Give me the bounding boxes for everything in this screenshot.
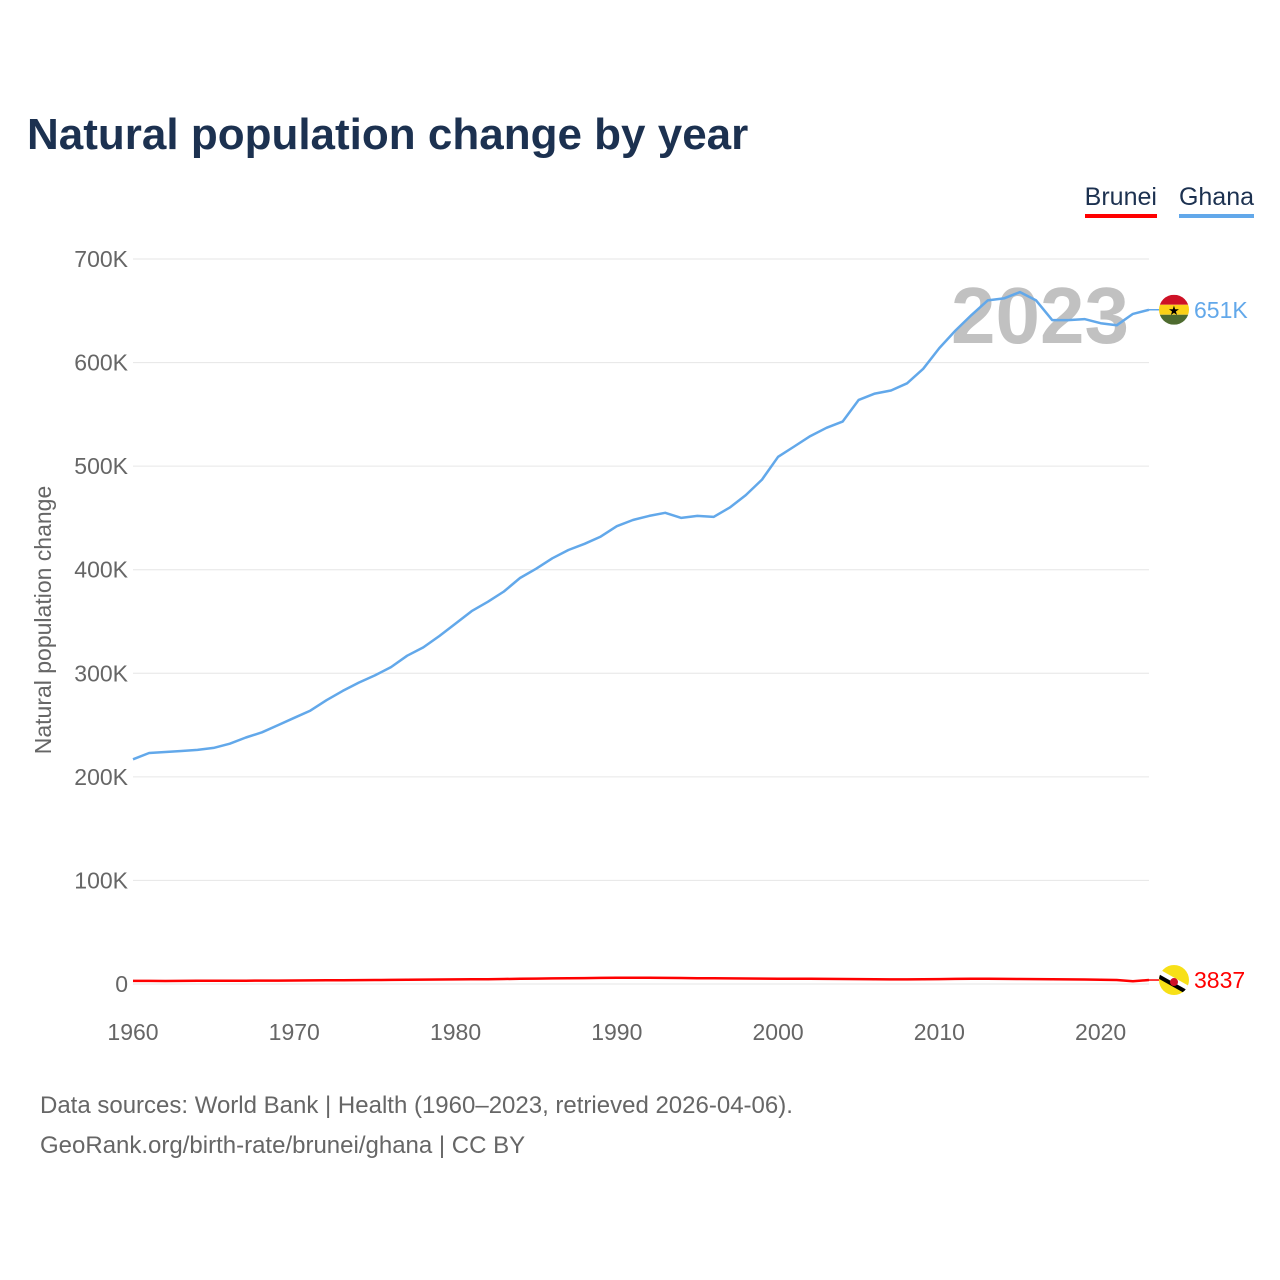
y-tick-label: 700K (74, 246, 128, 272)
legend: Brunei Ghana (1084, 183, 1254, 218)
data-sources: Data sources: World Bank | Health (1960–… (40, 1092, 793, 1119)
y-tick-label: 0 (115, 971, 128, 997)
x-tick-label: 2010 (914, 1019, 965, 1045)
end-value-label: 3837 (1194, 967, 1245, 993)
flag-stripes: ★ (1159, 294, 1189, 325)
star-icon: ★ (1168, 303, 1180, 318)
crest-icon (1170, 978, 1178, 987)
series-line-brunei (133, 976, 1150, 983)
y-tick-label: 200K (74, 764, 128, 790)
x-tick-label: 2000 (752, 1019, 803, 1045)
source-link[interactable]: GeoRank.org/birth-rate/brunei/ghana | CC… (40, 1132, 526, 1159)
year-watermark: 2023 (951, 271, 1129, 360)
legend-item-brunei[interactable]: Brunei (1084, 183, 1157, 218)
chart-title: Natural population change by year (27, 110, 749, 159)
x-tick-label: 1970 (269, 1019, 320, 1045)
ghana-flag-icon: ★ (1159, 294, 1189, 325)
brunei-flag-icon (1159, 965, 1189, 996)
x-tick-label: 1990 (591, 1019, 642, 1045)
flag-stripe (1159, 294, 1189, 305)
series-line-ghana (132, 290, 1150, 761)
y-tick-label: 500K (74, 453, 128, 479)
y-tick-label: 600K (74, 350, 128, 376)
y-tick-label: 100K (74, 867, 128, 893)
x-tick-label: 1980 (430, 1019, 481, 1045)
flag-stripe (1159, 304, 1189, 315)
flag-stripe (1159, 314, 1189, 325)
y-tick-label: 300K (74, 660, 128, 686)
end-value-label: 651K (1194, 297, 1248, 323)
y-axis-label: Natural population change (30, 486, 56, 755)
legend-item-ghana[interactable]: Ghana (1178, 183, 1254, 218)
flag-body (1159, 965, 1189, 996)
x-tick-label: 2020 (1075, 1019, 1126, 1045)
footer: Data sources: World Bank | Health (1960–… (40, 1086, 793, 1166)
x-tick-label: 1960 (107, 1019, 158, 1045)
y-tick-label: 400K (74, 557, 128, 583)
